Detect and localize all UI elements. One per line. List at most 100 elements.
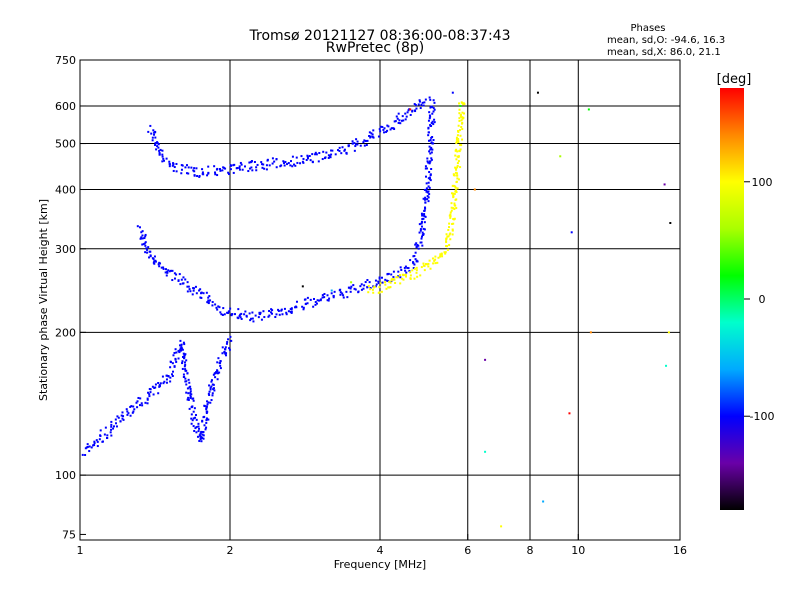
echo-point — [364, 281, 367, 284]
echo-point — [454, 190, 457, 193]
echo-point — [261, 166, 264, 169]
echo-point — [144, 233, 147, 236]
echo-point — [300, 155, 303, 158]
echo-point — [404, 112, 407, 115]
echo-point — [145, 247, 148, 250]
echo-point — [452, 192, 455, 195]
echo-point — [568, 412, 571, 415]
echo-point — [186, 398, 189, 401]
echo-point — [323, 292, 326, 295]
echo-point — [341, 146, 344, 149]
echo-point — [198, 175, 201, 178]
echo-point — [122, 418, 125, 421]
echo-point — [224, 348, 227, 351]
echo-point — [454, 189, 457, 192]
colorbar-tick-label: 100 — [752, 176, 773, 189]
echo-point — [423, 209, 426, 212]
echo-point — [122, 415, 125, 418]
echo-point — [158, 384, 161, 387]
echo-point — [198, 289, 201, 292]
echo-point — [175, 273, 178, 276]
echo-point — [453, 202, 456, 205]
echo-point — [415, 266, 418, 269]
echo-point — [413, 254, 416, 257]
echo-point — [154, 136, 157, 139]
echo-point — [427, 134, 430, 137]
colorbar-label: [deg] — [717, 72, 752, 87]
echo-point — [386, 272, 389, 275]
echo-point — [456, 150, 459, 153]
echo-point — [175, 360, 178, 363]
echo-point — [326, 299, 329, 302]
echo-point — [321, 158, 324, 161]
echo-point — [427, 131, 430, 134]
echo-point — [121, 417, 124, 420]
echo-point — [180, 347, 183, 350]
echo-point — [219, 367, 222, 370]
echo-point — [379, 282, 382, 285]
echo-point — [453, 208, 456, 211]
echo-point — [427, 190, 430, 193]
y-tick-label: 750 — [55, 54, 76, 67]
echo-point — [321, 294, 324, 297]
echo-point — [154, 386, 157, 389]
echo-point — [461, 138, 464, 141]
echo-point — [161, 153, 164, 156]
echo-point — [216, 369, 219, 372]
echo-point — [222, 307, 225, 310]
echo-point — [454, 166, 457, 169]
echo-point — [220, 313, 223, 316]
echo-point — [360, 288, 363, 291]
echo-point — [265, 168, 268, 171]
echo-point — [180, 172, 183, 175]
echo-point — [226, 341, 229, 344]
echo-point — [211, 383, 214, 386]
echo-point — [407, 267, 410, 270]
echo-point — [448, 214, 451, 217]
x-tick-label: 6 — [464, 544, 471, 557]
echo-point — [349, 290, 352, 293]
echo-point — [162, 159, 165, 162]
echo-point — [314, 303, 317, 306]
x-tick-label: 8 — [527, 544, 534, 557]
echo-point — [424, 167, 427, 170]
echo-point — [243, 165, 246, 168]
echo-point — [236, 167, 239, 170]
echo-point — [202, 437, 205, 440]
echo-point — [165, 374, 168, 377]
echo-point — [425, 187, 428, 190]
echo-point — [378, 291, 381, 294]
echo-point — [147, 391, 150, 394]
echo-point — [399, 122, 402, 125]
echo-point — [404, 118, 407, 121]
echo-point — [414, 251, 417, 254]
echo-point — [270, 308, 273, 311]
echo-point — [433, 259, 436, 262]
echo-point — [452, 195, 455, 198]
echo-point — [290, 311, 293, 314]
echo-point — [172, 163, 175, 166]
echo-point — [151, 136, 154, 139]
echo-point — [143, 242, 146, 245]
echo-point — [427, 196, 430, 199]
echo-point — [355, 138, 358, 141]
echo-point — [279, 165, 282, 168]
echo-point — [184, 278, 187, 281]
echo-point — [228, 347, 231, 350]
echo-point — [408, 269, 411, 272]
echo-point — [225, 354, 228, 357]
echo-point — [415, 271, 418, 274]
echo-point — [393, 128, 396, 131]
echo-point — [171, 373, 174, 376]
echo-point — [346, 296, 349, 299]
echo-point — [428, 259, 431, 262]
echo-point — [459, 166, 462, 169]
echo-point — [458, 119, 461, 122]
echo-point — [386, 129, 389, 132]
echo-point — [390, 279, 393, 282]
echo-point — [301, 285, 304, 288]
echo-point — [458, 117, 461, 120]
echo-point — [295, 306, 298, 309]
echo-point — [277, 309, 280, 312]
echo-point — [182, 276, 185, 279]
